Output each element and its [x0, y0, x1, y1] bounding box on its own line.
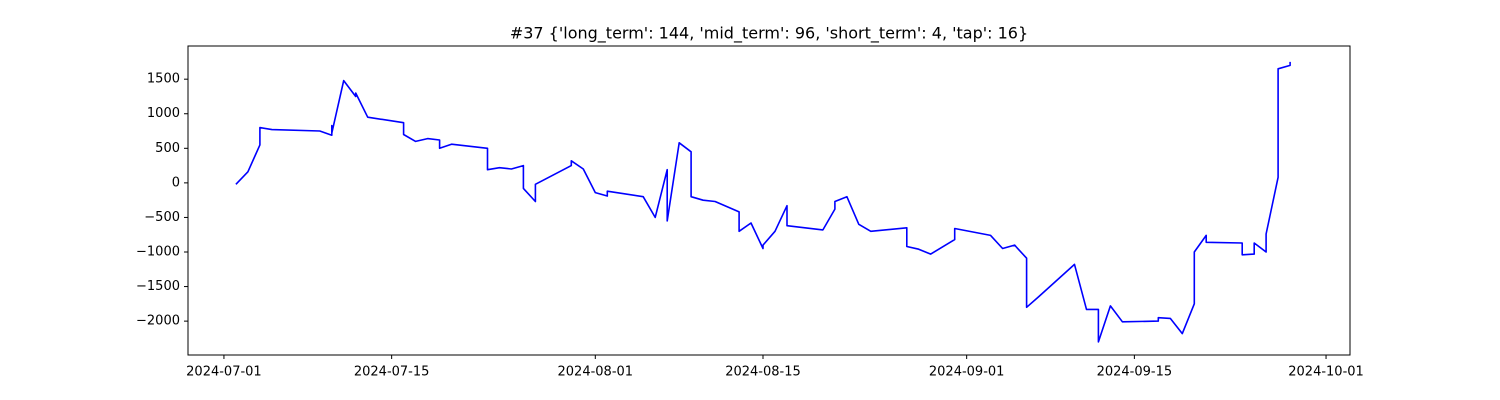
x-tick-label: 2024-09-15: [1097, 365, 1173, 380]
x-tick-label: 2024-07-01: [186, 365, 262, 380]
y-tick-label: 1000: [147, 106, 180, 121]
x-tick-label: 2024-09-01: [929, 365, 1005, 380]
y-tick-label: −1000: [136, 245, 180, 260]
y-tick-label: −1500: [136, 279, 180, 294]
x-tick-label: 2024-07-15: [354, 365, 430, 380]
x-tick-label: 2024-10-01: [1288, 365, 1364, 380]
y-tick-label: 500: [155, 141, 180, 156]
axes-frame: [187, 45, 1351, 356]
x-tick-label: 2024-08-15: [725, 365, 801, 380]
x-tick-label: 2024-08-01: [558, 365, 634, 380]
y-tick-label: 1500: [147, 72, 180, 87]
y-tick-label: −500: [144, 210, 180, 225]
y-tick-label: 0: [172, 175, 180, 190]
line: [235, 61, 1291, 343]
y-tick-label: −2000: [136, 314, 180, 329]
chart-title: #37 {'long_term': 144, 'mid_term': 96, '…: [510, 24, 1028, 44]
